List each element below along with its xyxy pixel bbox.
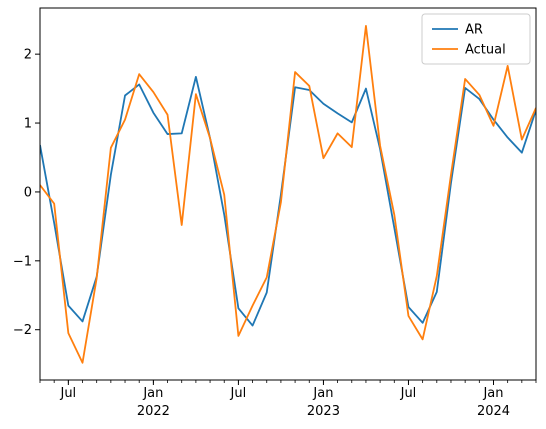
y-tick-label: 2 bbox=[24, 48, 32, 63]
y-tick-label: 0 bbox=[24, 185, 32, 200]
x-tick-label: Jan bbox=[142, 386, 163, 401]
x-tick-label: Jul bbox=[230, 386, 247, 401]
x-tick-label: Jan bbox=[312, 386, 333, 401]
x-tick-year: 2022 bbox=[137, 404, 170, 419]
series-line bbox=[40, 25, 536, 364]
legend-box bbox=[421, 13, 531, 65]
plot-frame bbox=[39, 7, 537, 381]
legend-label: AR bbox=[465, 23, 483, 38]
y-tick-label: 1 bbox=[24, 117, 32, 132]
x-tick-label: Jul bbox=[59, 386, 76, 401]
series-line bbox=[40, 75, 536, 327]
y-tick-label: −1 bbox=[13, 254, 32, 269]
x-tick-label: Jul bbox=[400, 386, 417, 401]
x-tick-year: 2024 bbox=[477, 404, 510, 419]
legend-label: Actual bbox=[465, 43, 506, 58]
x-tick-year: 2023 bbox=[307, 404, 340, 419]
x-tick-label: Jan bbox=[482, 386, 503, 401]
y-tick-label: −2 bbox=[13, 323, 32, 338]
